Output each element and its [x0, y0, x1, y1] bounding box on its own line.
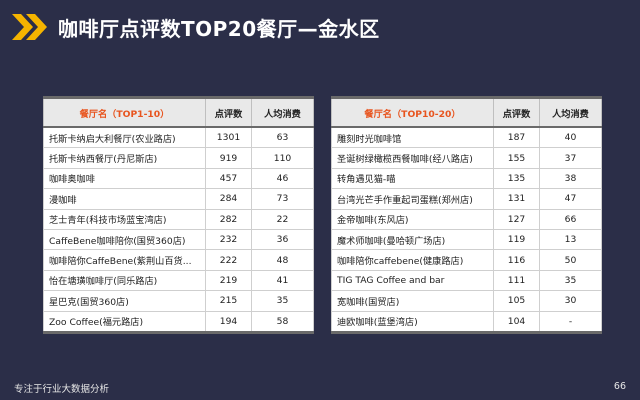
- table-header-row: 餐厅名（TOP1-10） 点评数 人均消费: [43, 96, 314, 128]
- avg-spend-cell: 110: [251, 147, 314, 169]
- review-count-cell: 215: [205, 290, 252, 312]
- review-count-cell: 919: [205, 147, 252, 169]
- review-count-cell: 111: [493, 269, 540, 292]
- table-row: 芝士青年(科技市场蓝宝湾店) 282 22: [43, 208, 314, 230]
- page-number: 66: [613, 381, 626, 392]
- avg-spend-cell: 46: [251, 167, 314, 190]
- restaurant-name-cell: 托斯卡纳西餐厅(丹尼斯店): [43, 147, 206, 169]
- avg-spend-cell: 66: [539, 208, 602, 230]
- restaurant-name-cell: 怡在塘璜咖啡厅(同乐路店): [43, 269, 206, 292]
- table-row: 金帝咖啡(东风店) 127 66: [331, 208, 602, 230]
- column-header-name: 餐厅名（TOP10-20）: [331, 96, 494, 128]
- avg-spend-cell: 50: [539, 249, 602, 271]
- footer-tagline: 专注于行业大数据分析: [14, 384, 110, 395]
- ranking-table-top10-20: 餐厅名（TOP10-20） 点评数 人均消费 雕刻时光咖啡馆 187 40 圣诞树绿橄…: [331, 96, 602, 334]
- review-count-cell: 457: [205, 167, 252, 190]
- table-row: 雕刻时光咖啡馆 187 40: [331, 126, 602, 149]
- restaurant-name-cell: 星巴克(国贸360店): [43, 290, 206, 312]
- column-header-avg-spend: 人均消费: [539, 96, 602, 128]
- table-row: 魔术师咖啡(曼哈顿广场店) 119 13: [331, 228, 602, 251]
- restaurant-name-cell: 宽咖啡(国贸店): [331, 290, 494, 312]
- restaurant-name-cell: Zoo Coffee(福元路店): [43, 310, 206, 334]
- chevron-right-icon: [12, 14, 47, 40]
- review-count-cell: 222: [205, 249, 252, 271]
- avg-spend-cell: 63: [251, 126, 314, 149]
- avg-spend-cell: 38: [539, 167, 602, 190]
- review-count-cell: 131: [493, 188, 540, 210]
- restaurant-name-cell: CaffeBene咖啡陪你(国贸360店): [43, 228, 206, 251]
- review-count-cell: 127: [493, 208, 540, 230]
- table-row: 托斯卡纳启大利餐厅(农业路店) 1301 63: [43, 126, 314, 149]
- restaurant-name-cell: 托斯卡纳启大利餐厅(农业路店): [43, 126, 206, 149]
- restaurant-name-cell: 魔术师咖啡(曼哈顿广场店): [331, 228, 494, 251]
- restaurant-name-cell: 圣诞树绿橄榄西餐咖啡(经八路店): [331, 147, 494, 169]
- review-count-cell: 1301: [205, 126, 252, 149]
- restaurant-name-cell: 迪欧咖啡(蓝堡湾店): [331, 310, 494, 334]
- restaurant-name-cell: 金帝咖啡(东风店): [331, 208, 494, 230]
- table-row: 怡在塘璜咖啡厅(同乐路店) 219 41: [43, 269, 314, 292]
- table-row: 迪欧咖啡(蓝堡湾店) 104-: [331, 310, 602, 334]
- review-count-cell: 187: [493, 126, 540, 149]
- table-row: 托斯卡纳西餐厅(丹尼斯店) 919 110: [43, 147, 314, 169]
- avg-spend-cell: 30: [539, 290, 602, 312]
- table-row: 星巴克(国贸360店) 215 35: [43, 290, 314, 312]
- review-count-cell: 105: [493, 290, 540, 312]
- table-row: CaffeBene咖啡陪你(国贸360店) 232 36: [43, 228, 314, 251]
- review-count-cell: 135: [493, 167, 540, 190]
- avg-spend-cell: 13: [539, 228, 602, 251]
- avg-spend-cell: -: [539, 310, 602, 334]
- avg-spend-cell: 40: [539, 126, 602, 149]
- review-count-cell: 282: [205, 208, 252, 230]
- restaurant-name-cell: 雕刻时光咖啡馆: [331, 126, 494, 149]
- review-count-cell: 232: [205, 228, 252, 251]
- avg-spend-cell: 48: [251, 249, 314, 271]
- review-count-cell: 194: [205, 310, 252, 334]
- table-row: Zoo Coffee(福元路店) 194 58: [43, 310, 314, 334]
- review-count-cell: 219: [205, 269, 252, 292]
- avg-spend-cell: 36: [251, 228, 314, 251]
- column-header-reviews: 点评数: [493, 96, 540, 128]
- ranking-table-top1-10: 餐厅名（TOP1-10） 点评数 人均消费 托斯卡纳启大利餐厅(农业路店) 130…: [43, 96, 314, 334]
- table-row: 宽咖啡(国贸店) 105 30: [331, 290, 602, 312]
- column-header-name: 餐厅名（TOP1-10）: [43, 96, 206, 128]
- column-header-avg-spend: 人均消费: [251, 96, 314, 128]
- column-header-reviews: 点评数: [205, 96, 252, 128]
- avg-spend-cell: 35: [539, 269, 602, 292]
- restaurant-name-cell: 芝士青年(科技市场蓝宝湾店): [43, 208, 206, 230]
- table-row: 台湾光芒手作重起司蛋糕(郑州店) 131 47: [331, 188, 602, 210]
- page-title: 咖啡厅点评数TOP20餐厅—金水区: [58, 16, 380, 41]
- avg-spend-cell: 35: [251, 290, 314, 312]
- table-row: 咖啡陪你CaffeBene(紫荆山百货... 222 48: [43, 249, 314, 271]
- avg-spend-cell: 47: [539, 188, 602, 210]
- table-row: 转角遇见猫-喵 135 38: [331, 167, 602, 190]
- review-count-cell: 119: [493, 228, 540, 251]
- restaurant-name-cell: 咖啡陪你caffebene(健康路店): [331, 249, 494, 271]
- review-count-cell: 155: [493, 147, 540, 169]
- avg-spend-cell: 41: [251, 269, 314, 292]
- restaurant-name-cell: 咖啡陪你CaffeBene(紫荆山百货...: [43, 249, 206, 271]
- restaurant-name-cell: 漫咖啡: [43, 188, 206, 210]
- table-row: 咖啡奥咖啡 457 46: [43, 167, 314, 190]
- table-row: 圣诞树绿橄榄西餐咖啡(经八路店) 155 37: [331, 147, 602, 169]
- table-row: 漫咖啡 284 73: [43, 188, 314, 210]
- restaurant-name-cell: 咖啡奥咖啡: [43, 167, 206, 190]
- table-header-row: 餐厅名（TOP10-20） 点评数 人均消费: [331, 96, 602, 128]
- restaurant-name-cell: TIG TAG Coffee and bar: [331, 269, 494, 292]
- avg-spend-cell: 58: [251, 310, 314, 334]
- title-bar: 咖啡厅点评数TOP20餐厅—金水区: [12, 12, 380, 42]
- restaurant-name-cell: 台湾光芒手作重起司蛋糕(郑州店): [331, 188, 494, 210]
- table-row: TIG TAG Coffee and bar 111 35: [331, 269, 602, 292]
- table-row: 咖啡陪你caffebene(健康路店) 116 50: [331, 249, 602, 271]
- avg-spend-cell: 22: [251, 208, 314, 230]
- restaurant-name-cell: 转角遇见猫-喵: [331, 167, 494, 190]
- review-count-cell: 104: [493, 310, 540, 334]
- review-count-cell: 284: [205, 188, 252, 210]
- review-count-cell: 116: [493, 249, 540, 271]
- avg-spend-cell: 37: [539, 147, 602, 169]
- avg-spend-cell: 73: [251, 188, 314, 210]
